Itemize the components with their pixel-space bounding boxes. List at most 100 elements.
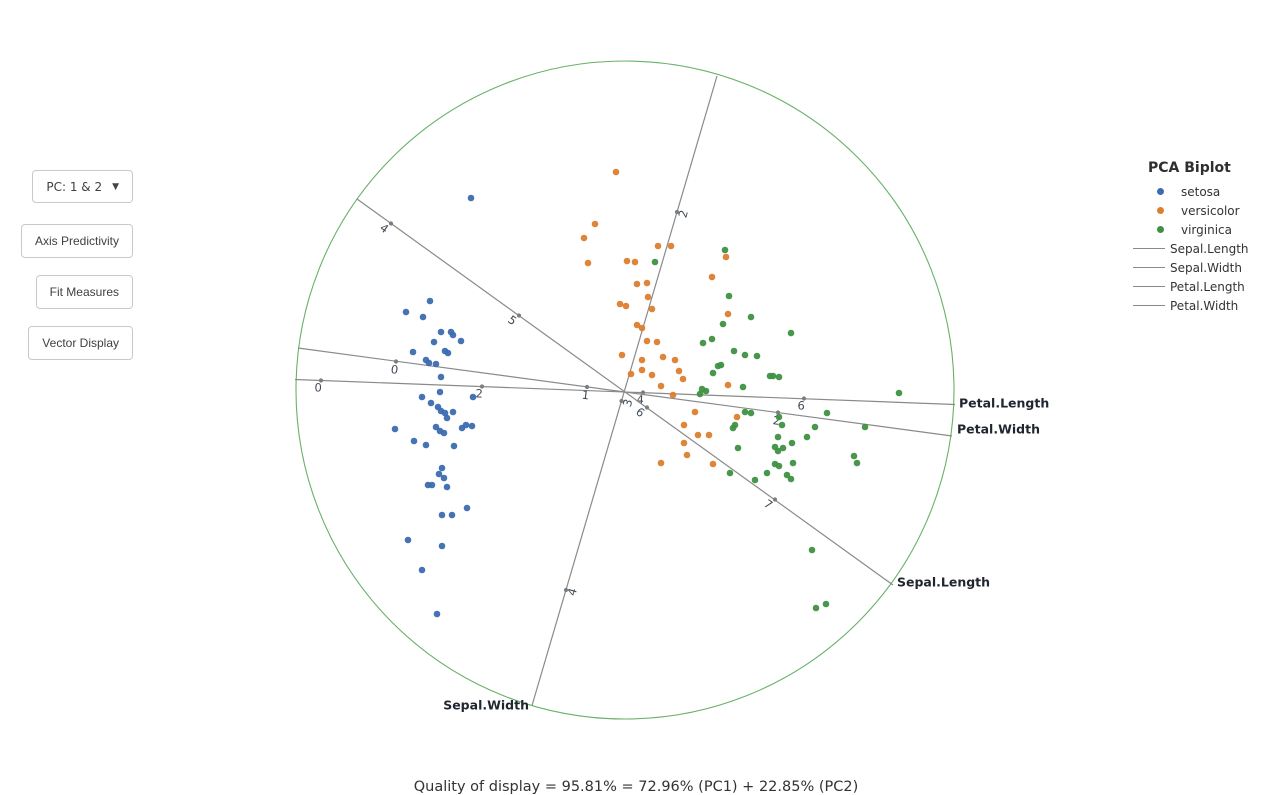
data-point-virginica (779, 444, 787, 452)
legend-item-setosa[interactable]: setosa (1131, 182, 1271, 201)
data-point-setosa (448, 511, 456, 519)
data-point-virginica (699, 339, 707, 347)
data-point-virginica (787, 475, 795, 483)
legend-title: PCA Biplot (1148, 160, 1231, 176)
axis-name-label-petal-width: Petal.Width (957, 422, 1040, 437)
data-point-versicolor (705, 431, 713, 439)
data-point-versicolor (627, 370, 635, 378)
data-point-versicolor (671, 356, 679, 364)
data-point-setosa (425, 359, 433, 367)
axis-tick-label: 2 (675, 208, 690, 219)
axis-tick-label: 0 (390, 362, 399, 377)
axis-name-label-petal-length: Petal.Length (959, 396, 1049, 411)
data-point-versicolor (638, 356, 646, 364)
data-point-virginica (747, 313, 755, 321)
data-point-versicolor (580, 234, 588, 242)
data-point-setosa (391, 425, 399, 433)
data-point-versicolor (657, 459, 665, 467)
axis-line-icon (1131, 286, 1167, 287)
axis-tick-label: 6 (633, 404, 647, 420)
data-point-versicolor (724, 310, 732, 318)
data-point-virginica (721, 246, 729, 254)
quality-of-display-caption: Quality of display = 95.81% = 72.96% (PC… (413, 779, 859, 795)
data-point-versicolor (612, 168, 620, 176)
data-point-versicolor (648, 305, 656, 313)
data-point-versicolor (659, 353, 667, 361)
data-point-virginica (812, 604, 820, 612)
data-point-versicolor (683, 451, 691, 459)
legend-item-versicolor[interactable]: versicolor (1131, 201, 1271, 220)
data-point-virginica (751, 476, 759, 484)
axis-tick-dot (318, 378, 324, 383)
data-point-versicolor (667, 242, 675, 250)
legend-item-petal-length[interactable]: Petal.Length (1131, 277, 1271, 296)
data-point-virginica (774, 433, 782, 441)
data-point-versicolor (631, 258, 639, 266)
data-point-setosa (441, 409, 449, 417)
vector-display-button[interactable]: Vector Display (28, 326, 133, 360)
data-point-versicolor (733, 413, 741, 421)
legend: PCA Biplot setosa versicolor virginica S… (1131, 160, 1271, 315)
axis-predictivity-button[interactable]: Axis Predictivity (20, 224, 133, 258)
data-point-virginica (753, 352, 761, 360)
legend-item-petal-width[interactable]: Petal.Width (1131, 296, 1271, 315)
data-point-setosa (449, 408, 457, 416)
data-point-setosa (430, 338, 438, 346)
data-point-versicolor (694, 431, 702, 439)
legend-item-virginica[interactable]: virginica (1131, 220, 1271, 239)
data-point-setosa (457, 337, 465, 345)
data-point-setosa (437, 373, 445, 381)
data-point-virginica (775, 413, 783, 421)
unit-circle (295, 60, 955, 720)
data-point-virginica (719, 320, 727, 328)
fit-measures-button[interactable]: Fit Measures (35, 275, 133, 309)
axis-tick-dot (772, 497, 778, 502)
axis-tick-dot (619, 398, 624, 404)
data-point-versicolor (669, 391, 677, 399)
axis-tick-label: 0 (314, 380, 322, 394)
data-point-virginica (708, 335, 716, 343)
data-point-setosa (436, 388, 444, 396)
axis-tick-dot (644, 405, 650, 410)
data-point-setosa (427, 399, 435, 407)
data-point-versicolor (679, 375, 687, 383)
axis-tick-dot (563, 587, 569, 593)
legend-item-sepal-length[interactable]: Sepal.Length (1131, 239, 1271, 258)
axis-tick-label: 2 (772, 413, 781, 428)
data-point-versicolor (623, 257, 631, 265)
data-point-virginica (730, 347, 738, 355)
axis-line-sepal-length (356, 198, 894, 586)
axis-tick-label: 5 (505, 312, 519, 328)
axis-tick-dot (584, 384, 590, 390)
axis-tick-dot (479, 384, 485, 389)
data-point-virginica (808, 546, 816, 554)
axis-tick-dot (775, 410, 781, 415)
data-point-versicolor (643, 337, 651, 345)
axis-line-icon (1131, 305, 1167, 306)
data-point-virginica (822, 600, 830, 608)
data-point-virginica (853, 459, 861, 467)
pc-selector[interactable]: PC: 1 & 2 ▼ (32, 170, 133, 203)
data-point-virginica (763, 469, 771, 477)
legend-item-sepal-width[interactable]: Sepal.Width (1131, 258, 1271, 277)
data-point-setosa (443, 414, 451, 422)
data-point-virginica (861, 423, 869, 431)
data-point-setosa (410, 437, 418, 445)
setosa-dot-icon (1131, 188, 1167, 195)
data-point-virginica (709, 369, 717, 377)
data-point-setosa (467, 194, 475, 202)
data-point-setosa (443, 483, 451, 491)
data-point-versicolor (633, 280, 641, 288)
data-point-versicolor (584, 259, 592, 267)
axis-tick-label: 2 (475, 386, 483, 400)
data-point-setosa (438, 511, 446, 519)
data-point-virginica (726, 469, 734, 477)
axis-name-label-sepal-length: Sepal.Length (897, 575, 990, 590)
data-point-virginica (811, 423, 819, 431)
data-point-virginica (714, 362, 722, 370)
data-point-virginica (696, 390, 704, 398)
pc-selector-value: PC: 1 & 2 (46, 179, 103, 194)
data-point-versicolor (722, 253, 730, 261)
data-point-versicolor (638, 324, 646, 332)
